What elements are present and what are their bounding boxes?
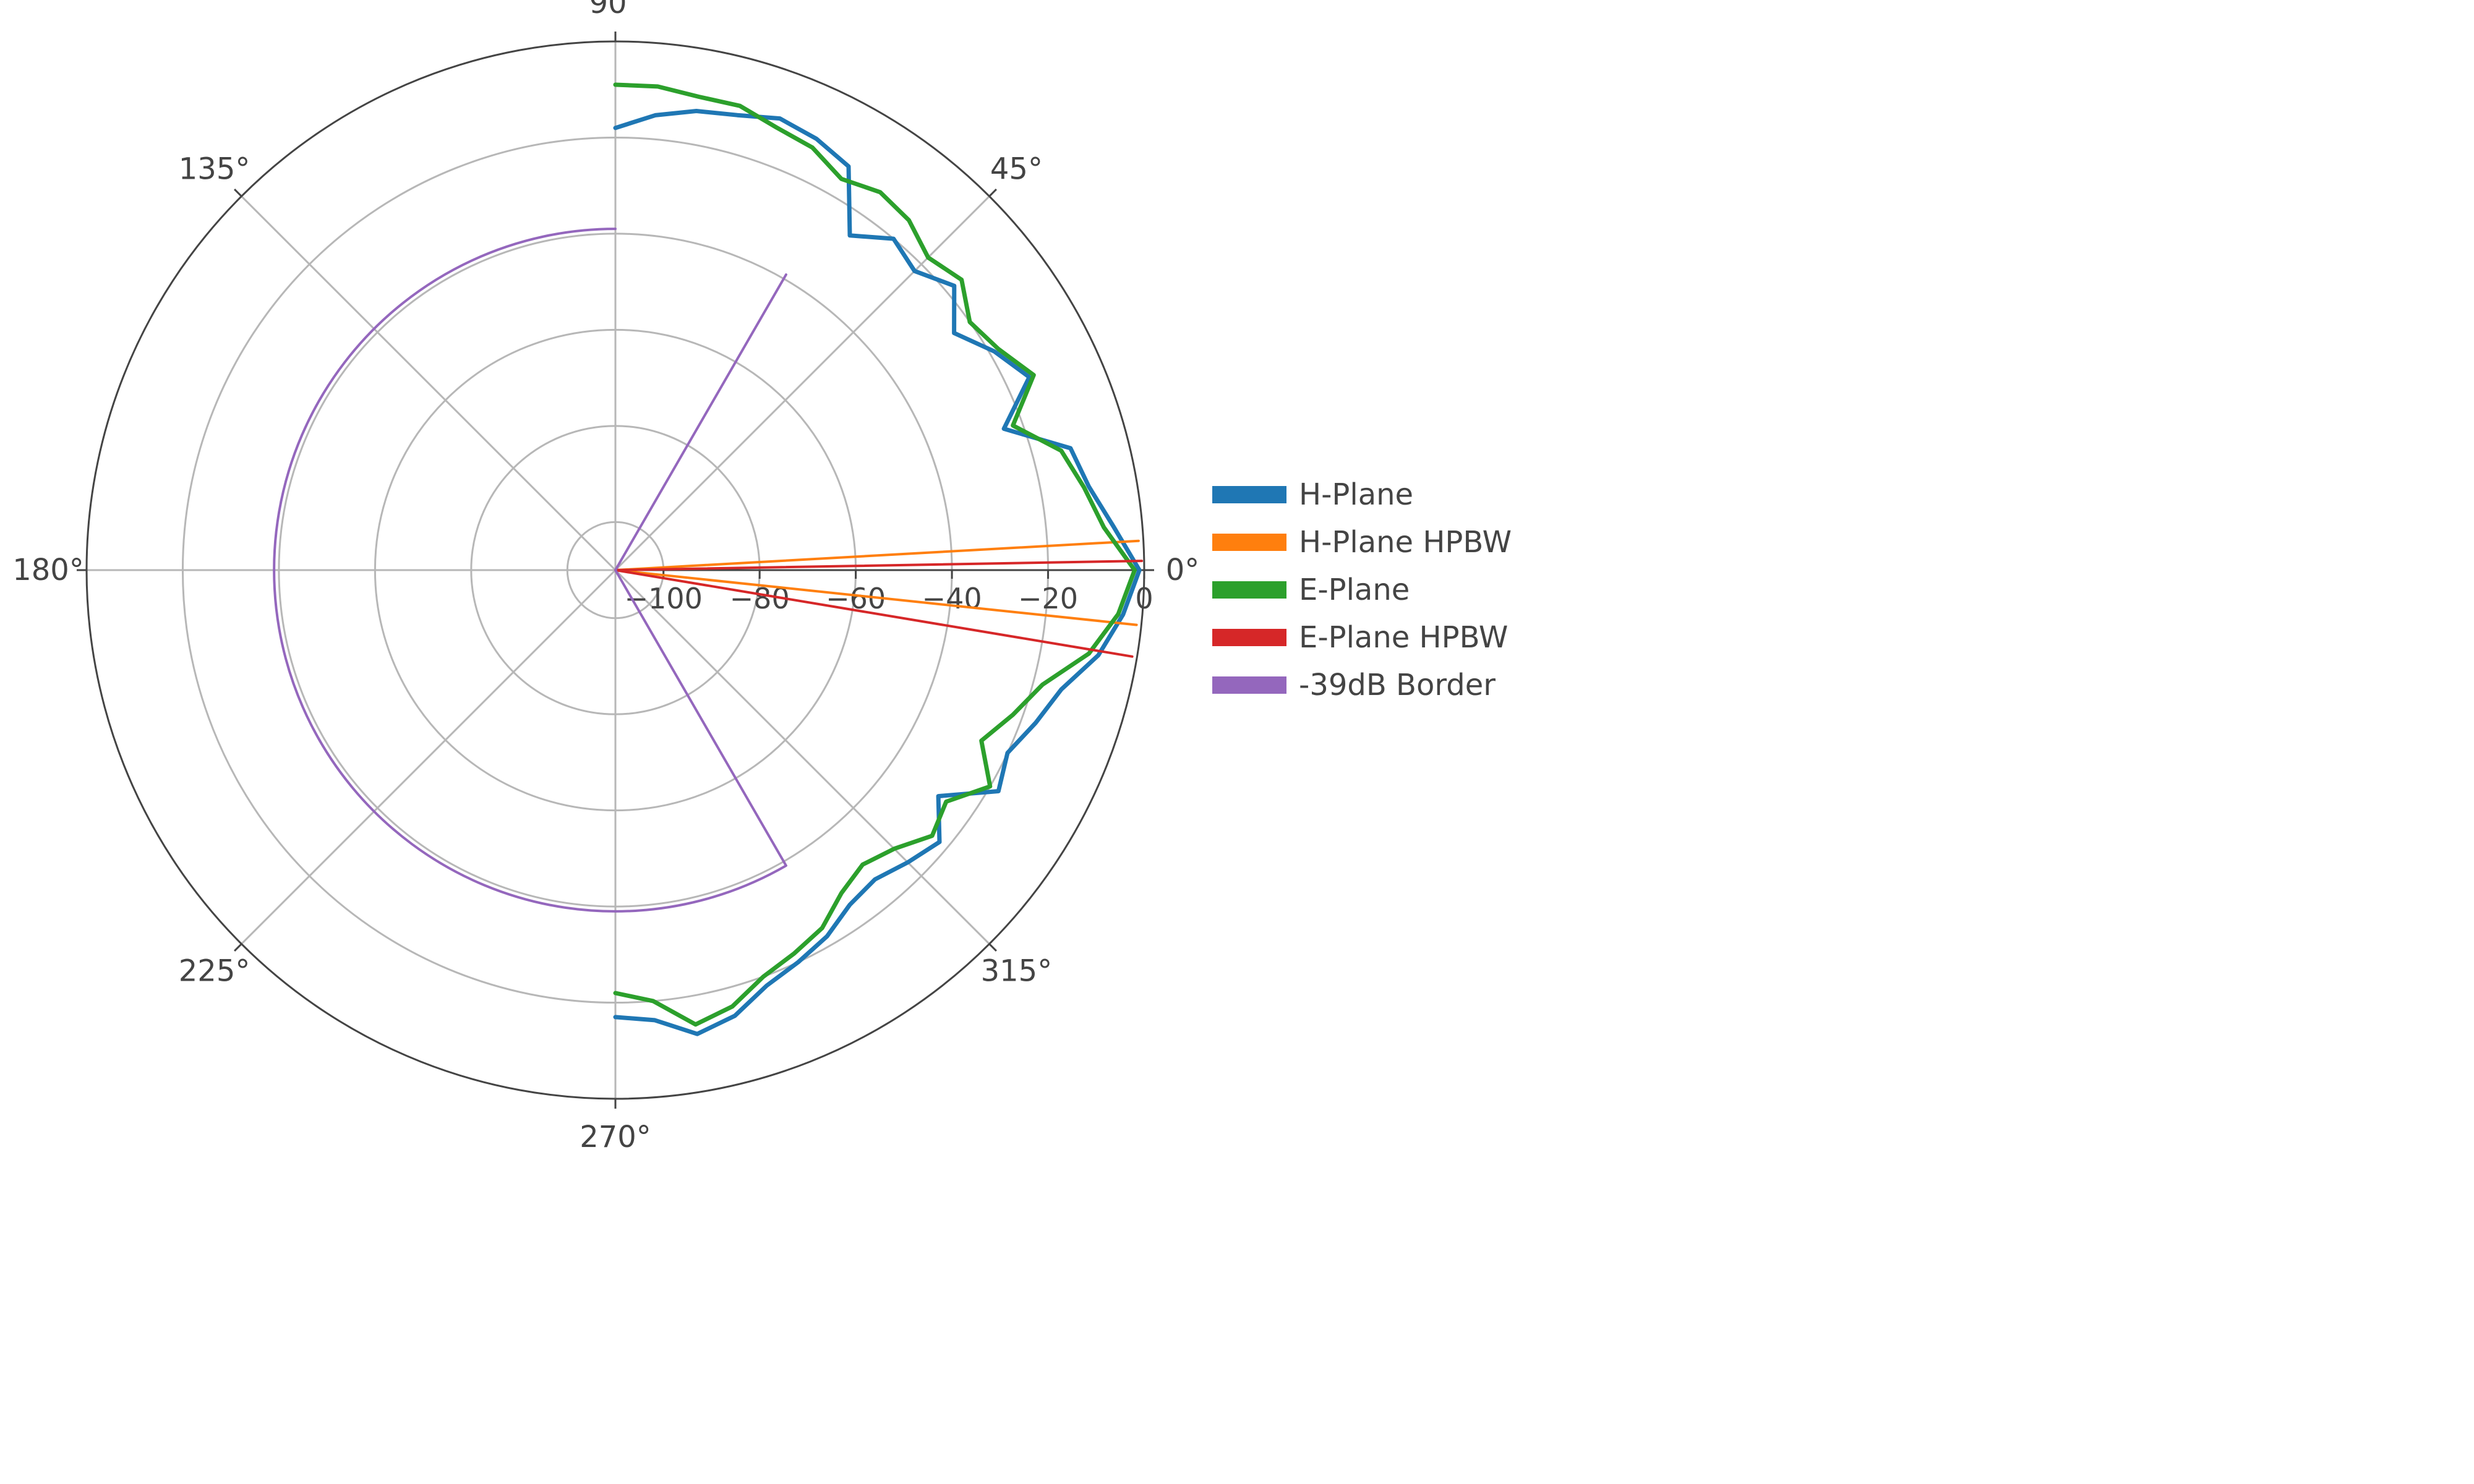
radial-tick-label: −20 <box>1018 582 1078 615</box>
angular-tick <box>234 189 242 197</box>
legend-label-h-plane-hpbw[interactable]: H-Plane HPBW <box>1299 525 1512 560</box>
plot-series <box>273 82 1143 1036</box>
angular-tick-label: 45° <box>990 152 1043 187</box>
angular-tick <box>988 189 997 197</box>
angular-tick-label: 135° <box>179 152 250 187</box>
legend-swatch-39db-border[interactable] <box>1212 676 1286 694</box>
angular-grid-spoke <box>241 195 617 571</box>
legend-label-39db-border[interactable]: -39dB Border <box>1299 668 1496 702</box>
angular-tick-label: 90° <box>589 0 641 20</box>
angular-grid-spoke <box>241 569 617 945</box>
legend-label-e-plane-hpbw[interactable]: E-Plane HPBW <box>1299 620 1508 655</box>
legend-swatch-h-plane-hpbw[interactable] <box>1212 534 1286 551</box>
legend-label-h-plane[interactable]: H-Plane <box>1299 477 1413 512</box>
legend-swatch-e-plane[interactable] <box>1212 581 1286 599</box>
radial-tick-label: −40 <box>922 582 982 615</box>
polar-axes: 0°45°90°135°180°225°270°315°−100 −80 −60 −4… <box>12 0 1199 1154</box>
angular-tick <box>234 943 242 952</box>
angular-grid-spoke <box>614 195 990 571</box>
radial-tick-label: −100 <box>625 582 703 615</box>
angular-tick-label: 0° <box>1166 553 1200 587</box>
series-line-39db-border <box>273 228 787 913</box>
angular-tick-label: 180° <box>12 553 84 587</box>
series-line-e-plane <box>613 82 1137 1027</box>
angular-grid-spoke <box>614 569 990 945</box>
legend-swatch-e-plane-hpbw[interactable] <box>1212 629 1286 646</box>
angular-tick-label: 270° <box>580 1120 651 1154</box>
legend[interactable]: H-Plane H-Plane HPBW E-Plane E-Plane HPBW -3… <box>1212 477 1512 702</box>
legend-label-e-plane[interactable]: E-Plane <box>1299 573 1410 607</box>
series-line-h-plane <box>613 109 1142 1036</box>
angular-tick-label: 225° <box>179 953 250 988</box>
angular-tick <box>988 943 997 952</box>
legend-swatch-h-plane[interactable] <box>1212 486 1286 503</box>
radial-tick-label: 0 <box>1135 582 1153 615</box>
angular-tick-label: 315° <box>981 953 1053 988</box>
